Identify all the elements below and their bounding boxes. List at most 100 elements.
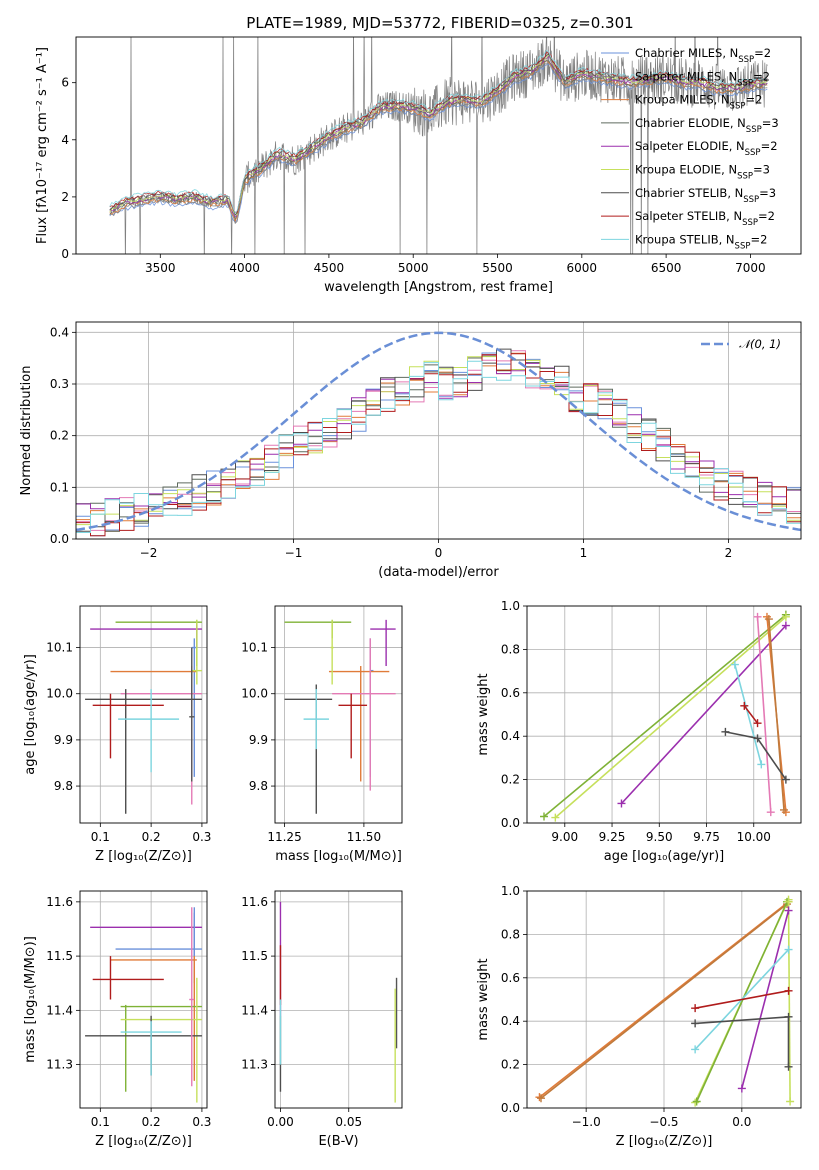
x-tick-label: −2 bbox=[140, 546, 158, 560]
y-tick-label: 9.9 bbox=[54, 733, 73, 747]
legend-entry: Chabrier ELODIE, NSSP=3 bbox=[635, 116, 779, 135]
y-axis-label: Flux [fλ10⁻¹⁷ erg cm⁻² s⁻¹ A⁻¹] bbox=[35, 47, 50, 244]
plot-marks bbox=[76, 331, 801, 537]
model-line bbox=[109, 53, 768, 216]
plus-marker bbox=[730, 660, 739, 669]
y-tick-label: 0.3 bbox=[50, 377, 69, 391]
y-tick-label: 0.0 bbox=[501, 1101, 520, 1115]
x-tick-label: −1 bbox=[285, 546, 303, 560]
y-tick-label: 11.5 bbox=[46, 949, 73, 963]
legend-entry: Salpeter STELIB, NSSP=2 bbox=[635, 209, 775, 228]
legend-label: Chabrier ELODIE, N bbox=[635, 116, 746, 130]
data-point bbox=[191, 638, 197, 777]
series-line bbox=[756, 616, 772, 813]
x-tick-label: 5500 bbox=[482, 261, 513, 275]
series bbox=[691, 1012, 793, 1071]
axes-mass_vs_ebv: 0.00 0.05 11.3 11.4 11.5 11.6 E(B-V) bbox=[241, 890, 403, 1149]
x-tick-label: −1.0 bbox=[572, 1115, 601, 1129]
x-tick-label: 0.2 bbox=[142, 1115, 161, 1129]
data-point bbox=[92, 693, 164, 759]
plus-marker bbox=[784, 1012, 793, 1021]
plot-marks bbox=[284, 619, 396, 814]
y-tick-label: 11.3 bbox=[241, 1058, 268, 1072]
x-axis-label: age [log₁₀(age/yr)] bbox=[604, 849, 725, 864]
data-point bbox=[332, 638, 396, 791]
x-tick-label: 0.3 bbox=[192, 830, 211, 844]
series bbox=[617, 621, 790, 808]
data-point bbox=[303, 689, 329, 750]
y-tick-label: 11.6 bbox=[46, 895, 73, 909]
legend-label: Chabrier STELIB, N bbox=[635, 186, 743, 200]
plus-marker bbox=[737, 1084, 746, 1093]
legend-subscript: SSP bbox=[745, 148, 761, 158]
x-tick-label: 0.0 bbox=[732, 1115, 751, 1129]
x-tick-label: 0.00 bbox=[267, 1115, 294, 1129]
x-tick-label: 3500 bbox=[145, 261, 176, 275]
x-tick-label: 10.00 bbox=[737, 830, 771, 844]
axes-weight_vs_age: 9.00 9.25 9.50 9.75 10.00 0.0 0.2 0.4 0.6 0.8 1.0 a… bbox=[476, 599, 802, 864]
series-line bbox=[620, 624, 787, 805]
data-point bbox=[110, 956, 197, 1081]
series-line bbox=[768, 618, 785, 811]
series bbox=[551, 612, 790, 822]
x-axis-label: Z [log₁₀(Z/Z⊙)] bbox=[616, 1134, 713, 1149]
x-tick-label: 11.25 bbox=[267, 830, 301, 844]
y-tick-label: 1.0 bbox=[501, 884, 520, 898]
y-axis-label: Normed distribution bbox=[19, 366, 34, 496]
plus-marker bbox=[753, 734, 762, 743]
plus-marker bbox=[781, 621, 790, 630]
series bbox=[764, 615, 788, 814]
legend-suffix: =2 bbox=[745, 93, 762, 107]
y-tick-label: 0.6 bbox=[501, 971, 520, 985]
x-tick-label: 9.25 bbox=[599, 830, 626, 844]
y-tick-label: 9.8 bbox=[54, 779, 73, 793]
legend-label: Salpeter STELIB, N bbox=[635, 209, 742, 223]
plus-marker bbox=[766, 808, 775, 817]
y-tick-label: 0.4 bbox=[501, 1014, 520, 1028]
legend-label: Salpeter ELODIE, N bbox=[635, 139, 745, 153]
y-tick-label: 0.0 bbox=[501, 816, 520, 830]
series-line bbox=[540, 903, 788, 1099]
series-line bbox=[741, 910, 790, 1089]
data-point bbox=[338, 693, 368, 759]
plus-marker bbox=[692, 1097, 701, 1106]
x-axis-label: mass [log₁₀(M/M⊙)] bbox=[275, 849, 402, 864]
plus-marker bbox=[691, 1019, 700, 1028]
plus-marker bbox=[779, 805, 788, 814]
plus-marker bbox=[691, 1045, 700, 1054]
y-tick-label: 11.3 bbox=[46, 1058, 73, 1072]
x-tick-label: 1 bbox=[580, 546, 588, 560]
figure-title: PLATE=1989, MJD=53772, FIBERID=0325, z=0… bbox=[246, 14, 633, 32]
legend-entry: Kroupa ELODIE, NSSP=3 bbox=[635, 163, 770, 182]
data-point bbox=[330, 619, 334, 685]
data-point bbox=[85, 689, 202, 814]
plot-area bbox=[76, 37, 801, 254]
axes-frame bbox=[75, 321, 802, 540]
data-point bbox=[189, 647, 195, 782]
y-tick-label: 10.1 bbox=[241, 641, 268, 655]
model-line bbox=[109, 60, 768, 220]
x-tick-label: 11.50 bbox=[347, 830, 381, 844]
y-tick-label: 6 bbox=[61, 76, 69, 90]
plot-area bbox=[275, 606, 402, 823]
y-tick-label: 11.4 bbox=[241, 1003, 268, 1017]
legend-label: Chabrier MILES, N bbox=[635, 46, 738, 60]
y-tick-label: 10.0 bbox=[241, 687, 268, 701]
series-line bbox=[787, 901, 791, 1102]
series bbox=[740, 701, 762, 728]
x-axis-label: (data-model)/error bbox=[378, 565, 499, 580]
axes-frame bbox=[526, 605, 802, 824]
axes-weight_vs_Z: −1.0 −0.5 0.0 0.0 0.2 0.4 0.6 0.8 1.0 Z [log₁₀(Z/… bbox=[476, 884, 802, 1149]
plus-marker bbox=[784, 906, 793, 915]
plus-marker bbox=[740, 701, 749, 710]
plus-marker bbox=[784, 897, 793, 906]
y-tick-label: 10.0 bbox=[46, 687, 73, 701]
legend-entry: Kroupa MILES, NSSP=2 bbox=[635, 93, 762, 112]
series-line bbox=[695, 901, 788, 1102]
legend-entry: Chabrier MILES, NSSP=2 bbox=[635, 46, 771, 65]
y-tick-label: 11.4 bbox=[46, 1003, 73, 1017]
plot-marks bbox=[109, 37, 768, 254]
x-tick-label: 6500 bbox=[651, 261, 682, 275]
plus-marker bbox=[764, 615, 773, 624]
